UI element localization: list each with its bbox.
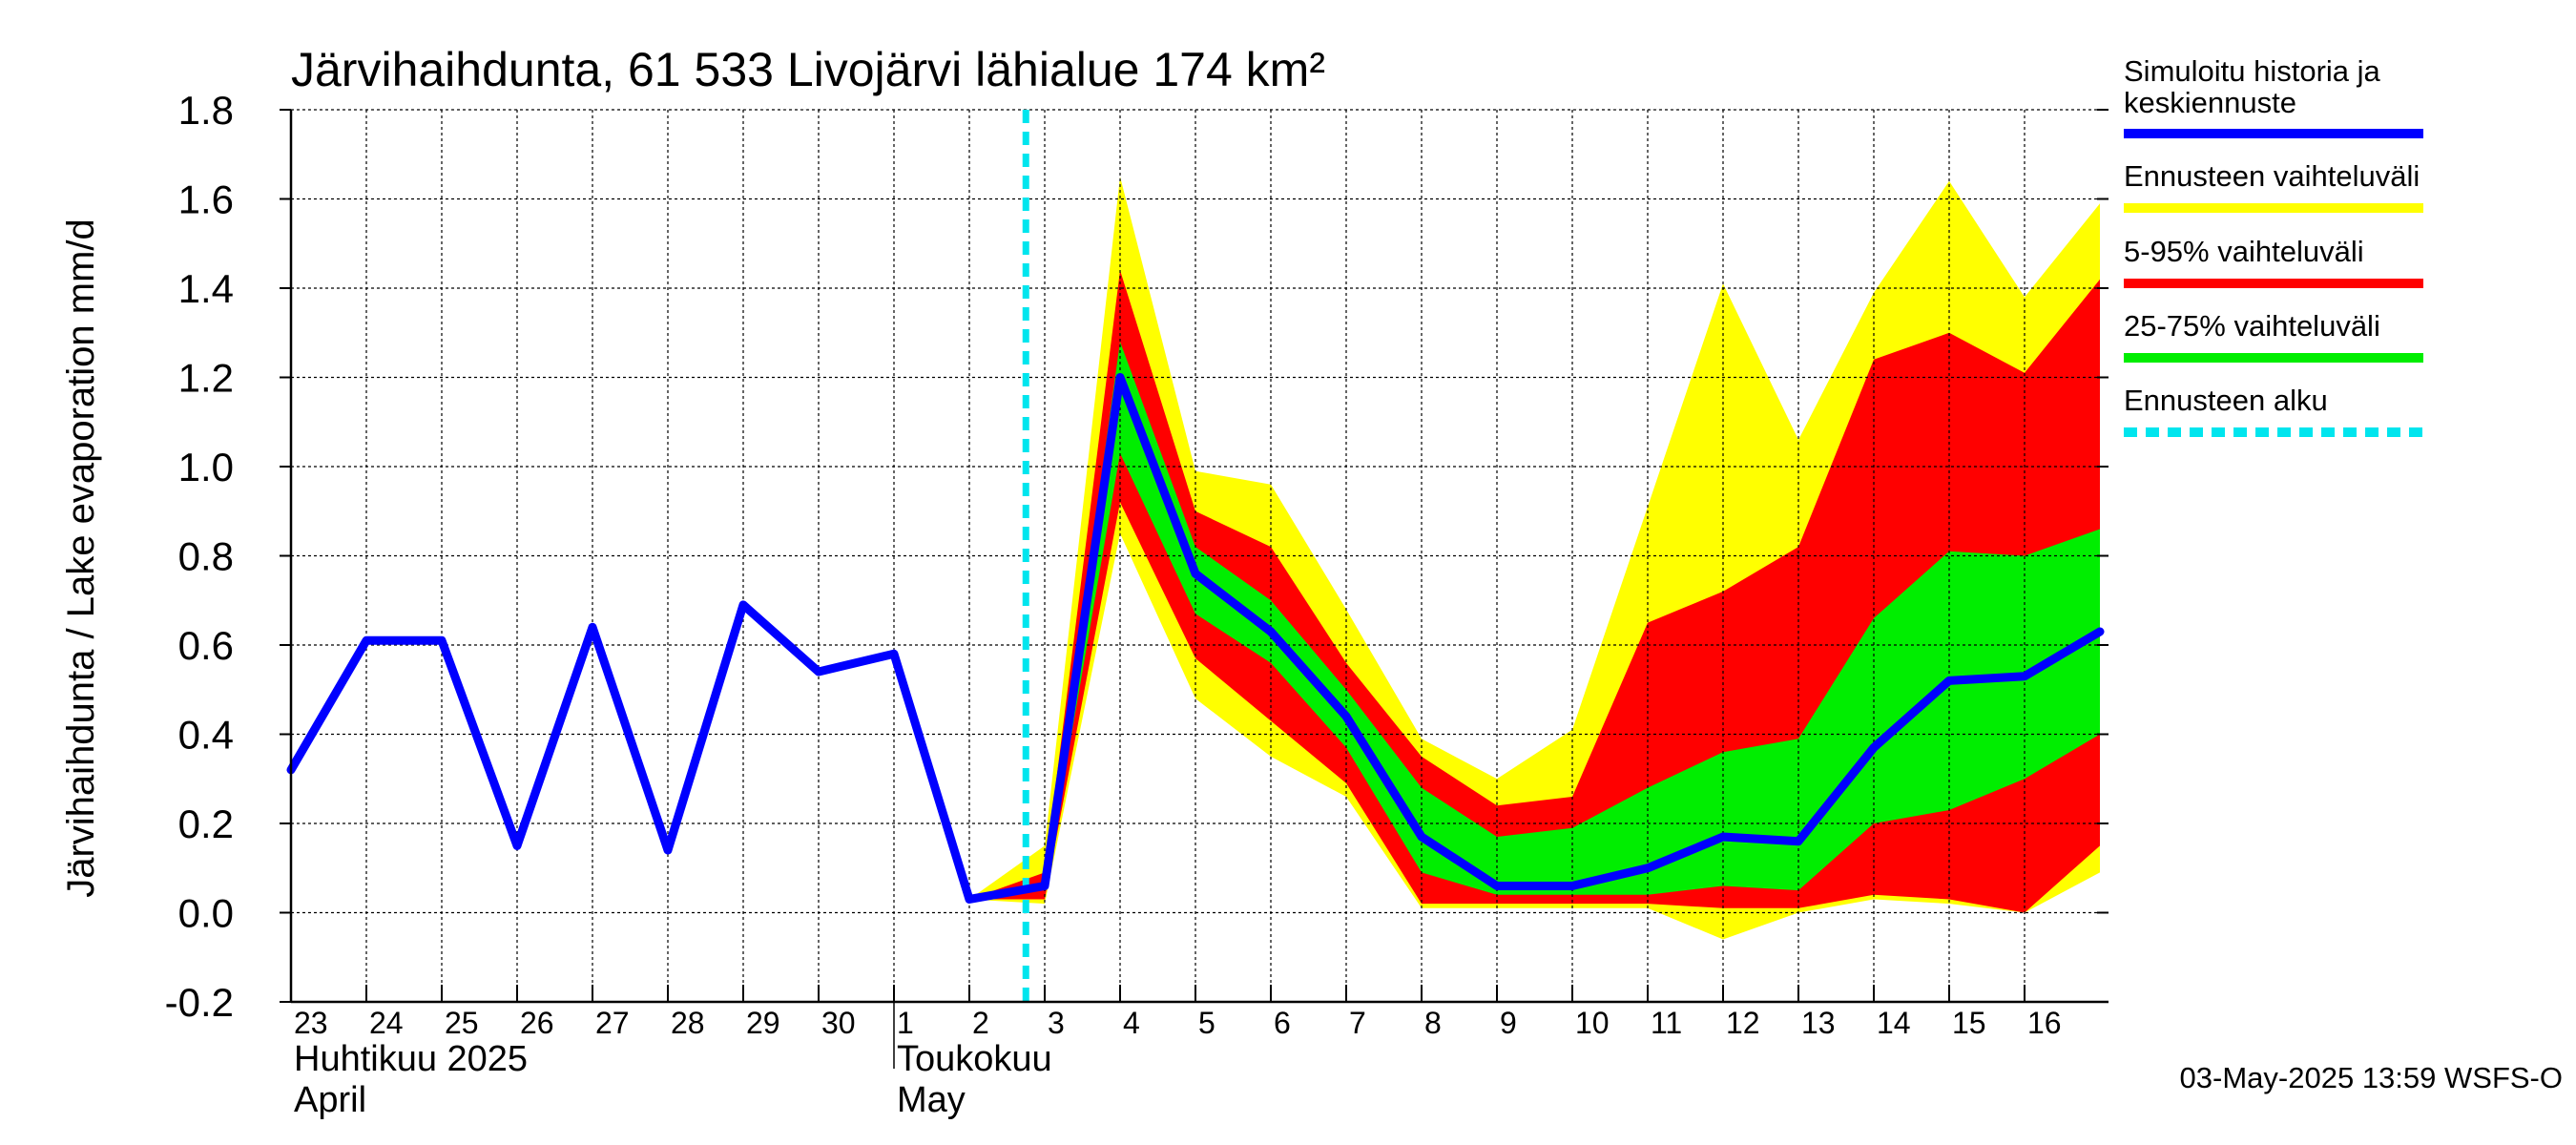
x-tick-label: 2 [972, 1006, 989, 1040]
x-tick-label: 13 [1801, 1006, 1836, 1040]
x-tick-label: 7 [1349, 1006, 1366, 1040]
x-tick-label: 23 [294, 1006, 328, 1040]
y-tick-label: 0.4 [178, 713, 234, 758]
legend-label: Simuloitu historia ja [2124, 54, 2381, 88]
x-tick-label: 11 [1651, 1006, 1682, 1040]
x-tick-label: 10 [1575, 1006, 1610, 1040]
x-tick-label: 9 [1500, 1006, 1517, 1040]
legend-label: 25-75% vaihteluväli [2124, 309, 2380, 343]
x-tick-label: 4 [1123, 1006, 1140, 1040]
month-label: Toukokuu [897, 1039, 1052, 1079]
x-tick-label: 12 [1726, 1006, 1760, 1040]
forecast-bands [969, 177, 2100, 940]
x-tick-label: 25 [445, 1006, 479, 1040]
y-tick-label: 1.6 [178, 177, 234, 222]
y-tick-label: 0.6 [178, 623, 234, 668]
band-2 [1045, 342, 2100, 895]
x-tick-label: 28 [671, 1006, 705, 1040]
x-tick-label: 30 [821, 1006, 856, 1040]
legend-label: Ennusteen alku [2124, 384, 2328, 417]
y-tick-label: 1.4 [178, 266, 234, 311]
y-tick-label: 1.8 [178, 88, 234, 133]
chart-title: Järvihaihdunta, 61 533 Livojärvi lähialu… [291, 43, 1325, 96]
y-tick-label: 1.2 [178, 356, 234, 401]
month-label-en: May [897, 1080, 966, 1120]
x-tick-label: 14 [1877, 1006, 1911, 1040]
legend-label: Ennusteen vaihteluväli [2124, 159, 2420, 193]
x-tick-label: 27 [595, 1006, 630, 1040]
x-tick-label: 15 [1952, 1006, 1986, 1040]
month-label-en: April [294, 1080, 366, 1120]
x-tick-label: 6 [1274, 1006, 1291, 1040]
legend-label: 5-95% vaihteluväli [2124, 235, 2364, 268]
x-tick-label: 16 [2027, 1006, 2062, 1040]
x-tick-label: 24 [369, 1006, 404, 1040]
y-axis-label: Järvihaihdunta / Lake evaporation mm/d [60, 219, 102, 898]
x-tick-label: 3 [1048, 1006, 1065, 1040]
x-tick-label: 5 [1198, 1006, 1215, 1040]
x-tick-label: 8 [1424, 1006, 1442, 1040]
x-tick-label: 26 [520, 1006, 554, 1040]
month-label: Huhtikuu 2025 [294, 1039, 528, 1079]
y-tick-label: 0.8 [178, 534, 234, 579]
timestamp-footer: 03-May-2025 13:59 WSFS-O [2180, 1061, 2563, 1094]
x-axis-ticks: 23 24 25 26 27 28 29 30 1 2 3 4 5 6 7 8 9 10 11 12 13 14 15 16 [290, 985, 2062, 1040]
y-tick-label: 0.2 [178, 802, 234, 846]
x-tick-label: 1 [897, 1006, 914, 1040]
y-tick-label: 0.0 [178, 891, 234, 936]
series-lines [286, 110, 2105, 1002]
y-tick-label: 1.0 [178, 445, 234, 489]
legend-label: keskiennuste [2124, 86, 2296, 119]
y-axis-ticks: -0.2 0.0 0.2 0.4 0.6 0.8 1.0 1.2 1.4 1.6 1.8 [165, 88, 2109, 1025]
series-line-0 [286, 373, 2105, 904]
x-tick-label: 29 [746, 1006, 780, 1040]
y-tick-label: -0.2 [165, 980, 234, 1025]
